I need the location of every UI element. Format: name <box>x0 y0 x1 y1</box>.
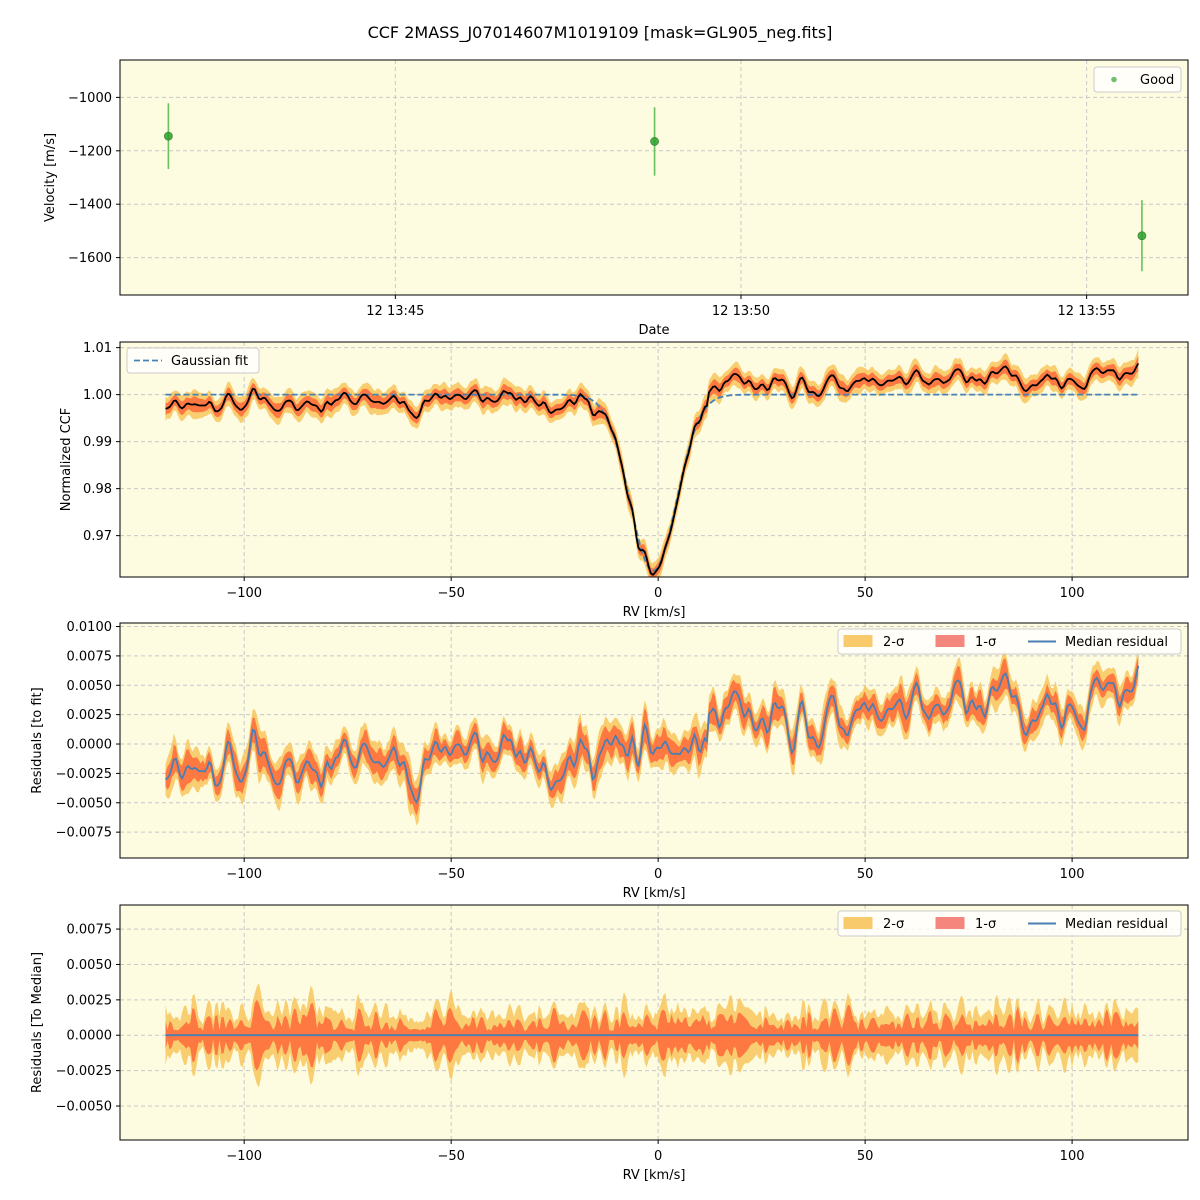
velocity-plot-background <box>120 60 1188 295</box>
ccf-y-tick-label: 1.00 <box>83 388 112 403</box>
residuals_fit-y-tick-label: 0.0050 <box>67 679 113 694</box>
residuals_median-x-axis-label: RV [km/s] <box>623 1168 686 1183</box>
residuals_median-y-tick-label: 0.0075 <box>67 923 113 938</box>
velocity-y-axis-label: Velocity [m/s] <box>43 133 58 222</box>
residuals_median-legend-box <box>837 910 1182 937</box>
velocity-x-tick-label: 12 13:55 <box>1058 304 1116 319</box>
residuals_fit-y-tick-label: −0.0050 <box>56 796 112 811</box>
ccf-y-tick-label: 0.99 <box>83 435 112 450</box>
ccf-x-axis-label: RV [km/s] <box>623 605 686 620</box>
velocity-legend-label: Good <box>1140 73 1174 88</box>
residuals_median-legend-label: 2-σ <box>883 917 904 932</box>
velocity-y-tick-label: −1000 <box>68 91 112 106</box>
residuals_fit-y-tick-label: −0.0075 <box>56 826 112 841</box>
velocity-y-tick-label: −1400 <box>68 198 112 213</box>
velocity-x-tick-label: 12 13:45 <box>366 304 424 319</box>
residuals_median-x-tick-label: −50 <box>437 1149 464 1164</box>
residuals_fit-y-tick-label: 0.0100 <box>67 620 113 635</box>
residuals_fit-y-tick-label: −0.0025 <box>56 767 112 782</box>
residuals_median-legend-label: Median residual <box>1065 917 1168 932</box>
velocity-point <box>650 137 659 146</box>
ccf-axes: −100 −50 0 50 100 0.97 0.98 0.99 1.00 1.01 RV [km/… <box>59 341 1189 620</box>
residuals_median-x-tick-label: −100 <box>226 1149 262 1164</box>
residuals_fit-median-line <box>164 665 1140 805</box>
ccf-x-tick-label: −50 <box>437 586 464 601</box>
ccf-plot-background <box>120 342 1188 577</box>
residuals_fit-legend-label: 1-σ <box>975 635 996 650</box>
residuals_fit-legend-swatch <box>935 635 965 647</box>
residuals_fit-y-tick-label: 0.0075 <box>67 649 113 664</box>
residuals_fit-x-tick-label: 0 <box>654 867 662 882</box>
velocity-y-tick-label: −1600 <box>68 251 112 266</box>
ccf-x-tick-label: −100 <box>226 586 262 601</box>
residuals_fit-legend: 2-σ 1-σ Median residual <box>837 628 1182 655</box>
panels: 12 13:45 12 13:50 12 13:55−1000−1200−1400−… <box>30 59 1189 1183</box>
ccf-gaussian-fit-line <box>165 393 1139 572</box>
ccf-legend: Gaussian fit <box>126 347 260 374</box>
ccf-y-tick-label: 0.98 <box>83 482 112 497</box>
residuals_median-y-tick-label: 0.0000 <box>67 1029 113 1044</box>
ccf-plot-area <box>165 348 1140 577</box>
residuals_fit-x-axis-label: RV [km/s] <box>623 886 686 901</box>
residuals_median-legend-swatch <box>935 917 965 929</box>
residuals_fit-x-tick-label: −100 <box>226 867 262 882</box>
ccf-y-tick-label: 0.97 <box>83 529 112 544</box>
residuals_median-x-tick-label: 50 <box>857 1149 874 1164</box>
residuals_median-legend-swatch <box>843 917 873 929</box>
velocity-axes: 12 13:45 12 13:50 12 13:55 −1000 −1200 −1400 −… <box>43 59 1189 338</box>
velocity-frame <box>119 59 1189 296</box>
ccf-median-line <box>165 362 1140 576</box>
residuals_fit-legend-swatch <box>843 635 873 647</box>
ccf-x-tick-label: 100 <box>1060 586 1085 601</box>
velocity-legend: Good <box>1093 66 1182 93</box>
residuals_median-legend: 2-σ 1-σ Median residual <box>837 910 1182 937</box>
residuals_median-y-tick-label: −0.0025 <box>56 1064 112 1079</box>
velocity-point <box>163 131 173 141</box>
residuals_median-legend-label: 1-σ <box>975 917 996 932</box>
residuals_median-x-tick-label: 100 <box>1060 1149 1085 1164</box>
residuals_median-frame <box>119 904 1189 1141</box>
ccf-legend-label: Gaussian fit <box>171 354 248 369</box>
velocity-plot-area <box>163 103 1147 272</box>
residuals_fit-legend-label: Median residual <box>1065 635 1168 650</box>
velocity-legend-box <box>1093 66 1182 93</box>
velocity-point <box>1137 231 1147 241</box>
figure-title: CCF 2MASS_J07014607M1019109 [mask=GL905_… <box>368 23 833 43</box>
velocity-y-tick-label: −1200 <box>68 144 112 159</box>
residuals_median-y-tick-label: −0.0050 <box>56 1100 112 1115</box>
ccf-x-tick-label: 50 <box>857 586 874 601</box>
residuals_fit-x-tick-label: 100 <box>1060 867 1085 882</box>
residuals_fit-1sigma-band <box>165 655 1139 816</box>
velocity-x-tick-label: 12 13:50 <box>712 304 770 319</box>
ccf-y-tick-label: 1.01 <box>83 341 112 356</box>
residuals_median-axes: −100 −50 0 50 100 −0.0050 −0.0025 0.0000 0.0025 0… <box>30 904 1189 1183</box>
ccf-y-axis-label: Normalized CCF <box>59 408 74 512</box>
residuals_fit-x-tick-label: 50 <box>857 867 874 882</box>
residuals_fit-legend-box <box>837 628 1182 655</box>
residuals_fit-plot-area <box>164 649 1140 826</box>
residuals_fit-axes: −100 −50 0 50 100 −0.0075 −0.0050 −0.0025 0.0000… <box>30 620 1189 901</box>
ccf-legend-box <box>126 347 260 374</box>
velocity-x-axis-label: Date <box>638 323 669 338</box>
ccf-x-tick-label: 0 <box>654 586 662 601</box>
residuals_fit-y-axis-label: Residuals [to fit] <box>30 687 45 793</box>
velocity-legend-marker <box>1111 76 1117 83</box>
residuals_fit-y-tick-label: 0.0000 <box>67 738 113 753</box>
residuals_median-y-axis-label: Residuals [To Median] <box>30 952 45 1093</box>
ccf-frame <box>119 341 1189 578</box>
residuals_fit-frame <box>119 622 1189 859</box>
residuals_median-y-tick-label: 0.0050 <box>67 958 113 973</box>
residuals_fit-y-tick-label: 0.0025 <box>67 708 113 723</box>
residuals_median-x-tick-label: 0 <box>654 1149 662 1164</box>
residuals_fit-x-tick-label: −50 <box>437 867 464 882</box>
residuals_fit-legend-label: 2-σ <box>883 635 904 650</box>
residuals_median-y-tick-label: 0.0025 <box>67 993 113 1008</box>
residuals_median-plot-area <box>165 983 1139 1088</box>
